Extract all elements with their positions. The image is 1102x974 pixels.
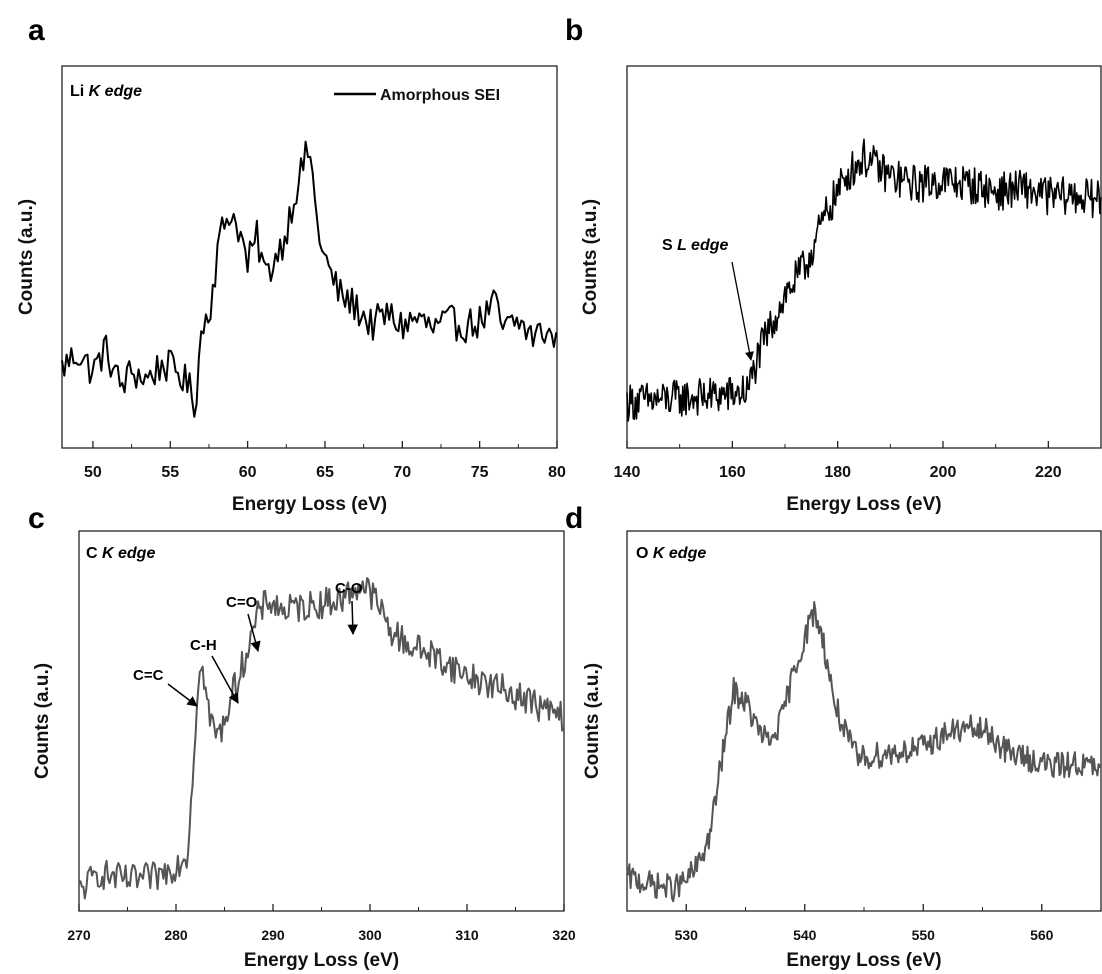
x-tick-label: 180 [824,464,851,481]
annotation-arrow [347,600,358,636]
x-tick-label: 300 [358,927,382,943]
panel-a: Li K edge Amorphous SEI 50 55 60 65 70 75 80 E… [16,65,566,515]
panel-d: O K edge 530 540 550 560 Energy Loss (eV) C… [582,530,1102,971]
x-axis-ticks: 530 540 550 560 [626,904,1102,943]
x-tick-label: 530 [675,927,699,943]
y-axis-title: Counts (a.u.) [32,663,53,779]
x-tick-label: 70 [393,464,411,481]
x-tick-label: 220 [1035,464,1062,481]
x-axis-title: Energy Loss (eV) [786,494,941,515]
x-tick-label: 270 [67,927,91,943]
annotation-c-o-single: C-O [335,580,363,597]
edge-arrow [731,261,754,361]
x-tick-label: 65 [316,464,334,481]
panel-b: S L edge 140 160 180 200 220 Energy Loss (eV… [580,65,1102,515]
x-tick-label: 140 [614,464,641,481]
annotation-c-o-double: C=O [226,594,258,611]
panel-letter-d: d [565,502,583,535]
x-tick-label: 50 [84,464,102,481]
x-axis-ticks: 140 160 180 200 220 [614,441,1102,481]
panel-c: C K edge C=C C-H C=O C-O 270 280 290 300 310… [32,530,576,971]
annotation-arrow [211,655,239,704]
x-axis-ticks: 270 280 290 300 310 320 [67,904,576,943]
annotation-arrow [167,683,198,707]
x-tick-label: 160 [719,464,746,481]
x-tick-label: 60 [239,464,257,481]
x-tick-label: 550 [912,927,936,943]
edge-label: Li K edge [70,83,142,100]
series-line [626,138,1102,422]
x-tick-label: 310 [455,927,479,943]
y-axis-title: Counts (a.u.) [582,663,603,779]
x-tick-label: 540 [793,927,817,943]
y-axis-title: Counts (a.u.) [580,199,601,315]
x-tick-label: 320 [552,927,576,943]
y-axis-title: Counts (a.u.) [16,199,37,315]
edge-label: C K edge [86,545,155,562]
plot-frame [61,65,558,449]
x-tick-label: 75 [471,464,489,481]
x-tick-label: 560 [1030,927,1054,943]
edge-label: O K edge [636,545,706,562]
panel-letter-a: a [28,14,45,47]
x-tick-label: 80 [548,464,566,481]
panel-letter-c: c [28,502,45,535]
x-tick-label: 280 [164,927,188,943]
annotation-c-h: C-H [190,637,217,654]
plot-frame [78,530,565,912]
annotation-arrow [247,613,261,653]
x-tick-label: 200 [930,464,957,481]
panel-letter-b: b [565,14,583,47]
x-axis-title: Energy Loss (eV) [786,950,941,971]
annotation-c-c-double: C=C [133,667,164,684]
series-line [61,140,558,418]
legend-label: Amorphous SEI [380,87,500,104]
x-axis-title: Energy Loss (eV) [244,950,399,971]
x-tick-label: 290 [261,927,285,943]
plot-frame [626,65,1102,449]
x-tick-label: 55 [161,464,179,481]
x-axis-ticks: 50 55 60 65 70 75 80 [84,441,566,481]
x-axis-title: Energy Loss (eV) [232,494,387,515]
series-line [78,577,565,900]
edge-label: S L edge [662,237,729,254]
series-line [626,601,1102,903]
